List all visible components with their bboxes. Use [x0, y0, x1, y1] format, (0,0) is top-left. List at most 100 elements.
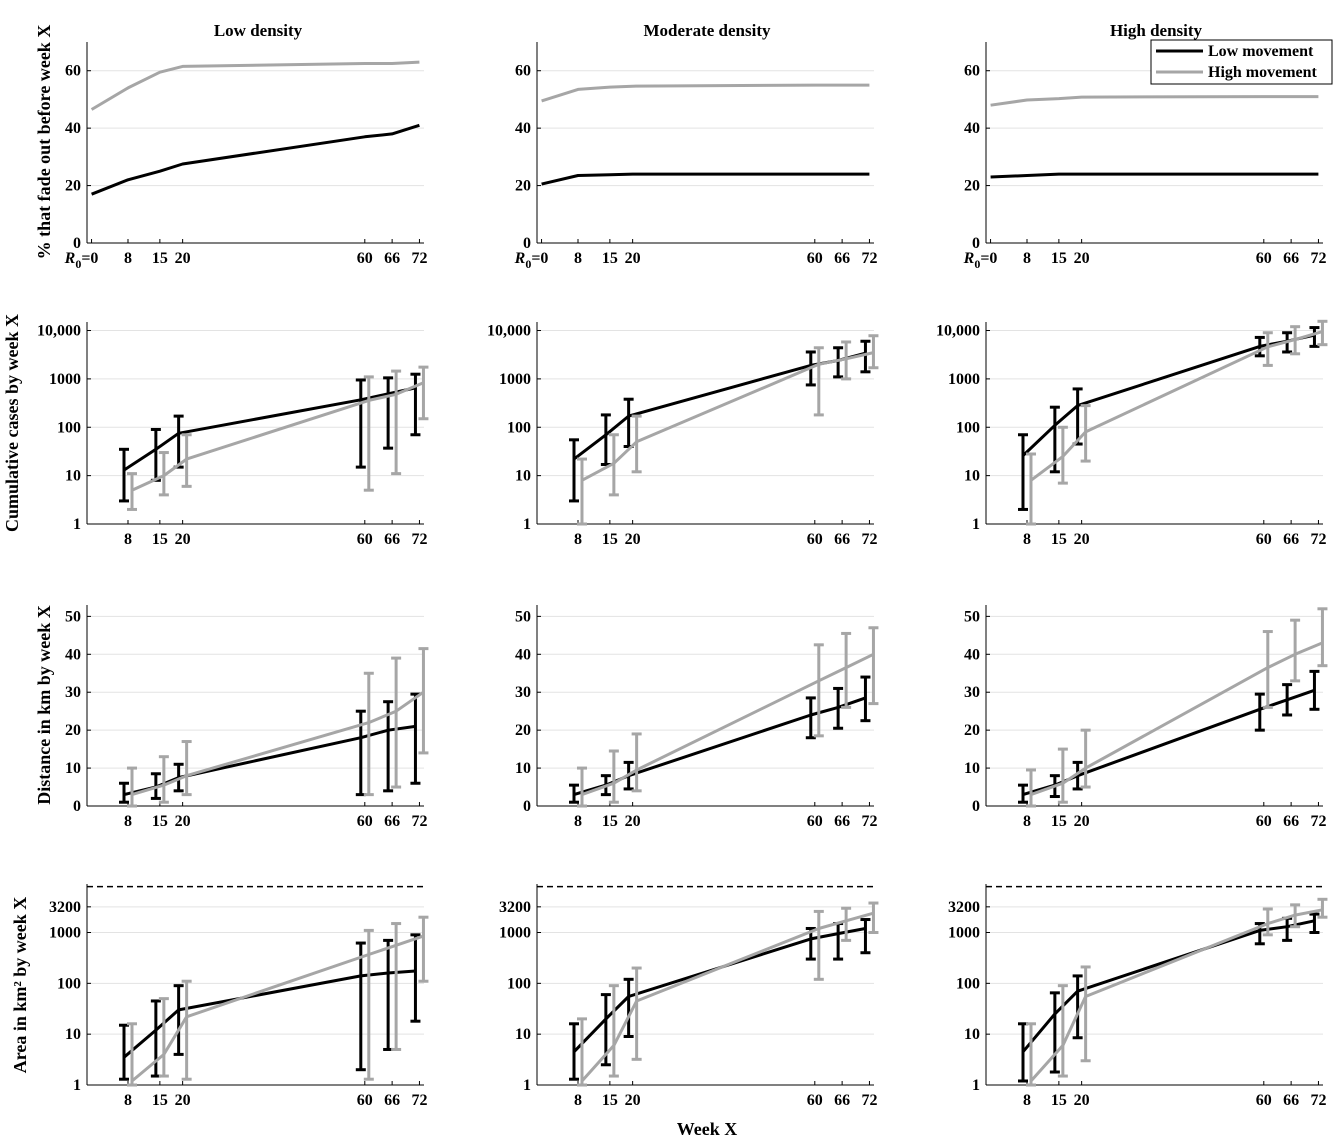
legend-box — [1150, 39, 1333, 85]
series-line — [90, 60, 420, 111]
y-tick-label: 0 — [73, 798, 81, 815]
y-tick-label: 100 — [57, 419, 81, 436]
x-tick-label: 20 — [175, 250, 191, 267]
column-title-high-density: High density — [1110, 21, 1203, 40]
x-tick-label: 15 — [602, 1092, 618, 1109]
series-line — [572, 927, 866, 1053]
column-title-moderate-density: Moderate density — [643, 21, 771, 40]
y-tick-label: 10 — [65, 1026, 81, 1043]
panel-area-3: 1 10 100 1000 3200 8 15 20 60 66 72 — [948, 884, 1328, 1109]
series-high-movement — [1025, 607, 1328, 808]
x-tick-label: 8 — [574, 250, 582, 267]
x-tick-label: 15 — [152, 250, 168, 267]
y-tick-label: 0 — [523, 798, 531, 815]
x-tick-label: 8 — [574, 531, 582, 548]
x-tick-label: 66 — [834, 1092, 850, 1109]
x-tick-label: 20 — [1074, 531, 1090, 548]
x-tick-label: 8 — [574, 1092, 582, 1109]
y-tick-label: 40 — [65, 120, 81, 137]
y-label-distance: Distance in km by week X — [34, 605, 54, 805]
x-tick-label: 20 — [1074, 250, 1090, 267]
y-tick-label: 10 — [964, 760, 980, 777]
x-tick-label: 15 — [1051, 813, 1067, 830]
y-tick-label: 1 — [73, 516, 81, 533]
x-tick-label: 8 — [124, 813, 132, 830]
panel-cases-3: 1 10 100 1000 10,000 8 15 20 60 66 72 — [936, 319, 1328, 548]
series-line — [131, 934, 424, 1083]
y-tick-label: 3200 — [49, 899, 81, 916]
x-tick-label: 20 — [175, 813, 191, 830]
x-tick-label: 72 — [411, 250, 427, 267]
panel-distance-3: 0 10 20 30 40 50 8 15 20 60 66 72 — [964, 605, 1328, 830]
y-tick-label: 20 — [65, 722, 81, 739]
x-tick-label: 60 — [807, 250, 823, 267]
panel-cases-2: 1 10 100 1000 10,000 8 15 20 60 66 72 — [487, 322, 879, 548]
panel-fadeout-2: 0 20 40 60 R0=0 8 15 20 60 66 72 — [514, 42, 877, 271]
y-tick-label: 10 — [515, 760, 531, 777]
y-tick-label: 100 — [507, 975, 531, 992]
y-tick-label: 0 — [73, 235, 81, 252]
y-tick-label: 1000 — [499, 371, 531, 388]
series-line — [123, 969, 416, 1059]
x-tick-label: 60 — [1256, 531, 1272, 548]
x-tick-label: 20 — [175, 1092, 191, 1109]
y-tick-label: 20 — [65, 178, 81, 195]
y-tick-label: 0 — [523, 235, 531, 252]
x-tick-label: 72 — [861, 250, 877, 267]
x-axis-label: Week X — [677, 1119, 738, 1139]
y-tick-label: 10 — [515, 1026, 531, 1043]
series-line — [541, 172, 870, 186]
x-tick-label: 8 — [574, 813, 582, 830]
series-line — [1030, 641, 1323, 797]
panel-fadeout-3: 0 20 40 60 R0=0 8 15 20 60 66 72 — [963, 42, 1326, 271]
y-tick-label: 50 — [515, 608, 531, 625]
panel-cases-1: 1 10 100 1000 10,000 8 15 20 60 66 72 — [37, 322, 429, 548]
y-tick-label: 10 — [964, 1026, 980, 1043]
x-tick-label: 66 — [384, 531, 400, 548]
legend: Low movement High movement — [1150, 39, 1333, 85]
y-tick-label: 1 — [523, 516, 531, 533]
series-high-movement — [126, 365, 429, 511]
y-tick-label: 1000 — [948, 371, 980, 388]
series-high-movement — [576, 626, 879, 808]
series-line — [123, 386, 416, 472]
series-low-movement — [990, 172, 1319, 179]
series-line — [541, 83, 870, 103]
x-tick-label: 8 — [124, 250, 132, 267]
x-tick-label: 20 — [1074, 813, 1090, 830]
series-high-movement — [576, 334, 879, 526]
y-tick-label: 10 — [515, 468, 531, 485]
x-tick-label: 60 — [357, 813, 373, 830]
y-tick-label: 50 — [65, 608, 81, 625]
x-tick-label: 60 — [357, 250, 373, 267]
y-tick-label: 20 — [964, 722, 980, 739]
series-high-movement — [1025, 319, 1328, 526]
series-high-movement — [90, 60, 420, 111]
y-tick-label: 40 — [964, 120, 980, 137]
y-tick-label: 0 — [972, 235, 980, 252]
y-label-area: Area in km² by week X — [10, 897, 30, 1074]
y-tick-label: 100 — [956, 419, 980, 436]
series-high-movement — [576, 901, 879, 1087]
legend-label-low-movement: Low movement — [1208, 43, 1314, 60]
y-tick-label: 40 — [515, 120, 531, 137]
y-tick-label: 1 — [972, 516, 980, 533]
panel-fadeout-1: 0 20 40 60 R0=0 8 15 20 60 66 72 — [64, 42, 427, 271]
y-tick-label: 1000 — [49, 925, 81, 942]
y-tick-label: 10 — [65, 760, 81, 777]
column-titles: Low density Moderate density High densit… — [214, 21, 1203, 40]
x-tick-label: 60 — [1256, 1092, 1272, 1109]
x-tick-label: 15 — [602, 250, 618, 267]
x-tick-label: 60 — [807, 1092, 823, 1109]
series-high-movement — [990, 95, 1319, 107]
y-tick-label: 10,000 — [936, 323, 980, 340]
x-tick-label: 8 — [1023, 250, 1031, 267]
x-tick-label: 66 — [1283, 531, 1299, 548]
y-tick-label: 100 — [956, 975, 980, 992]
x-tick-label: 72 — [861, 531, 877, 548]
y-tick-label: 60 — [65, 63, 81, 80]
series-line — [580, 911, 874, 1083]
panel-distance-1: 0 10 20 30 40 50 8 15 20 60 66 72 — [65, 605, 429, 830]
x-tick-label: 66 — [834, 813, 850, 830]
